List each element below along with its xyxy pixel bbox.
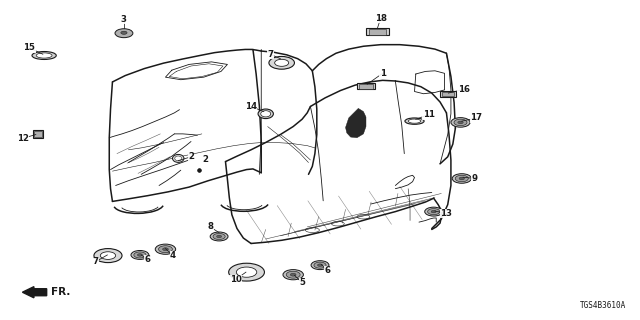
Text: TGS4B3610A: TGS4B3610A <box>580 301 627 310</box>
Circle shape <box>425 207 443 216</box>
Ellipse shape <box>408 119 420 123</box>
Circle shape <box>451 118 470 127</box>
FancyArrow shape <box>22 287 47 298</box>
Circle shape <box>228 263 264 281</box>
Circle shape <box>138 254 143 256</box>
Polygon shape <box>346 108 366 138</box>
Text: 18: 18 <box>374 14 387 23</box>
Text: 2: 2 <box>202 156 208 164</box>
Circle shape <box>163 248 168 251</box>
Text: 6: 6 <box>145 255 150 264</box>
Circle shape <box>291 273 296 276</box>
Text: 14: 14 <box>245 102 257 111</box>
Ellipse shape <box>175 156 182 161</box>
Circle shape <box>156 244 175 254</box>
Circle shape <box>216 235 221 238</box>
Text: 6: 6 <box>324 266 331 276</box>
Ellipse shape <box>258 109 273 119</box>
Circle shape <box>121 31 127 34</box>
Bar <box>366 28 388 36</box>
Text: 9: 9 <box>472 174 477 183</box>
Circle shape <box>311 261 329 270</box>
Text: 8: 8 <box>207 222 213 231</box>
Text: 3: 3 <box>121 15 127 24</box>
Circle shape <box>455 175 468 182</box>
Text: 10: 10 <box>230 275 242 284</box>
Circle shape <box>210 232 228 241</box>
Ellipse shape <box>32 52 56 60</box>
Text: 11: 11 <box>422 110 435 119</box>
Circle shape <box>159 246 172 253</box>
Text: 1: 1 <box>380 69 385 78</box>
Text: 4: 4 <box>170 251 176 260</box>
Circle shape <box>317 264 323 266</box>
Text: 7: 7 <box>92 258 99 267</box>
Bar <box>442 92 454 96</box>
Bar <box>357 83 375 89</box>
Circle shape <box>283 270 303 280</box>
Text: 7: 7 <box>267 50 273 59</box>
Circle shape <box>431 210 436 213</box>
Circle shape <box>286 271 300 278</box>
Text: 5: 5 <box>299 278 305 287</box>
Circle shape <box>213 233 225 239</box>
Circle shape <box>459 177 465 180</box>
Bar <box>34 131 42 137</box>
Circle shape <box>314 262 326 268</box>
Circle shape <box>236 267 257 277</box>
Bar <box>33 130 43 138</box>
Circle shape <box>458 121 463 124</box>
Text: 15: 15 <box>24 43 35 52</box>
Circle shape <box>275 59 289 66</box>
Circle shape <box>269 56 294 69</box>
Bar <box>369 29 386 35</box>
Bar <box>359 84 372 89</box>
Text: 2: 2 <box>188 152 194 161</box>
Text: 12: 12 <box>17 134 29 143</box>
Text: 17: 17 <box>470 114 483 123</box>
Circle shape <box>115 29 133 38</box>
Bar <box>440 91 456 97</box>
Circle shape <box>100 252 116 260</box>
Ellipse shape <box>173 155 184 162</box>
Circle shape <box>131 251 149 260</box>
Text: 16: 16 <box>458 85 470 94</box>
Ellipse shape <box>260 111 271 117</box>
Ellipse shape <box>36 53 52 58</box>
Circle shape <box>134 252 146 258</box>
Circle shape <box>94 249 122 263</box>
Circle shape <box>452 174 471 183</box>
Text: FR.: FR. <box>51 287 70 297</box>
Text: 13: 13 <box>440 209 452 218</box>
Circle shape <box>454 119 467 126</box>
Ellipse shape <box>405 118 424 124</box>
Circle shape <box>428 209 440 215</box>
